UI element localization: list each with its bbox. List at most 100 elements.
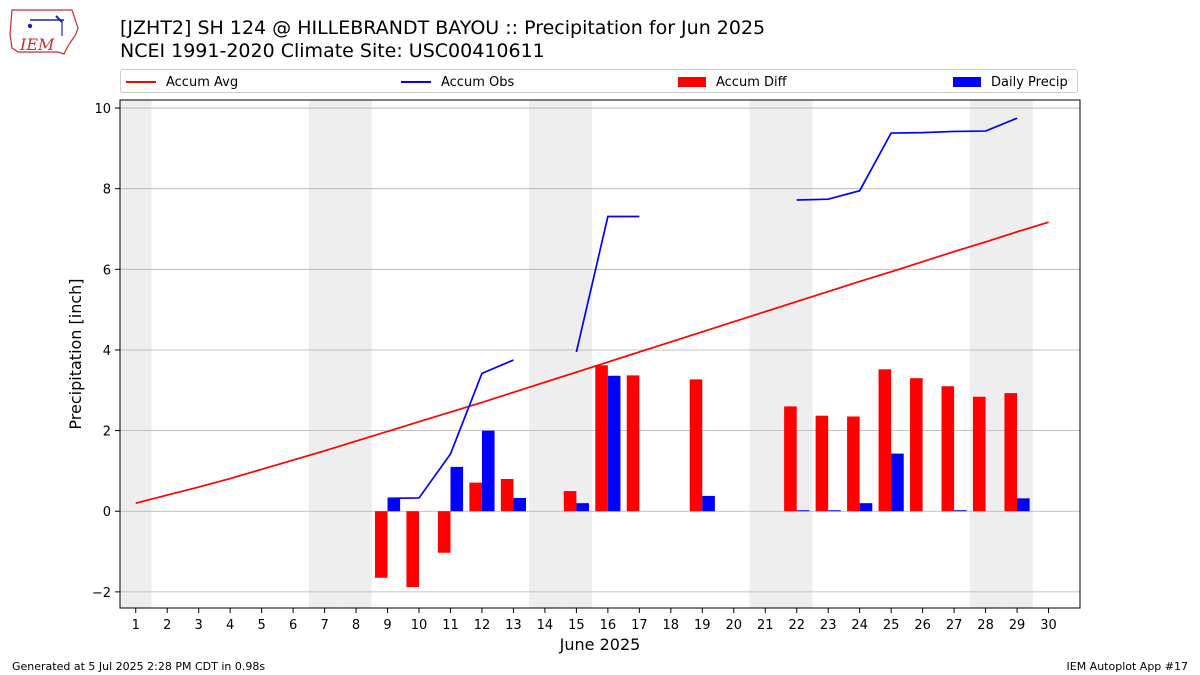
daily-precip-bar (954, 510, 967, 512)
accum-diff-bar (595, 365, 608, 512)
x-axis-label: June 2025 (559, 635, 641, 654)
legend-label-accum-avg: Accum Avg (166, 74, 239, 90)
x-tick-label: 1 (132, 618, 140, 633)
x-tick-label: 27 (946, 618, 963, 633)
legend-item-accum-avg: Accum Avg (126, 73, 238, 91)
x-tick-label: 25 (883, 618, 900, 633)
iem-logo: IEM (9, 9, 79, 55)
weekend-shade (308, 100, 341, 608)
x-tick-label: 7 (320, 618, 328, 633)
accum-diff-bar (626, 375, 640, 512)
accum-diff-bar (910, 378, 923, 512)
accum-diff-bar (689, 379, 703, 512)
x-tick-label: 22 (788, 618, 805, 633)
legend-label-daily-precip: Daily Precip (991, 74, 1068, 90)
weekend-shade (560, 100, 593, 608)
x-tick-label: 18 (663, 618, 680, 633)
weekend-shade (780, 100, 813, 608)
weekend-shade (120, 100, 152, 608)
legend-label-accum-obs: Accum Obs (441, 74, 515, 90)
legend-swatch-daily-precip (953, 77, 981, 87)
grid-lines (120, 107, 1080, 593)
x-tick-label: 26 (914, 618, 931, 633)
weekend-shade (969, 100, 1002, 608)
x-tick-label: 11 (442, 618, 459, 633)
weekend-shading (120, 100, 1033, 608)
daily-precip-bar (450, 466, 464, 512)
x-tick-label: 2 (163, 618, 171, 633)
accum-avg-line (135, 221, 1049, 504)
accum-diff-bar (469, 482, 482, 512)
x-tick-label: 9 (383, 618, 391, 633)
accum-obs-line (575, 215, 640, 353)
y-tick-label: 6 (103, 263, 111, 278)
x-tick-label: 30 (1040, 618, 1057, 633)
generated-timestamp: Generated at 5 Jul 2025 2:28 PM CDT in 0… (12, 660, 266, 673)
accum-diff-bar (972, 396, 986, 512)
legend-item-daily-precip: Daily Precip (953, 73, 1068, 91)
y-tick-label: 4 (103, 344, 111, 359)
weekend-shade (340, 100, 372, 608)
x-tick-label: 19 (694, 618, 711, 633)
daily-precip-bar (859, 503, 873, 512)
accum-diff-bar (847, 416, 860, 512)
x-tick-label: 13 (505, 618, 522, 633)
lines (135, 117, 1049, 504)
x-tick-label: 4 (226, 618, 234, 633)
accum-obs-line (387, 359, 514, 500)
legend-item-accum-diff: Accum Diff (678, 73, 787, 91)
y-tick-label: −2 (92, 586, 111, 601)
daily-precip-bar (607, 375, 621, 512)
weekend-shade (529, 100, 561, 608)
x-tick-label: 10 (411, 618, 428, 633)
accum-obs-line (796, 117, 1018, 201)
daily-precip-bar (891, 453, 904, 512)
logo-text: IEM (19, 35, 55, 54)
legend-swatch-accum-avg (126, 81, 156, 83)
x-tick-label: 14 (537, 618, 554, 633)
legend-item-accum-obs: Accum Obs (401, 73, 514, 91)
x-tick-label: 21 (757, 618, 774, 633)
iowa-outline-icon (9, 9, 79, 55)
daily-precip-bar (513, 497, 527, 512)
chart-subtitle: NCEI 1991-2020 Climate Site: USC00410611 (120, 40, 545, 62)
accum-diff-bar (406, 511, 420, 588)
chart-title: [JZHT2] SH 124 @ HILLEBRANDT BAYOU :: Pr… (120, 17, 766, 39)
legend-swatch-accum-diff (678, 77, 706, 87)
x-tick-label: 24 (851, 618, 868, 633)
bars (374, 365, 1030, 588)
x-tick-label: 3 (195, 618, 203, 633)
x-tick-label: 12 (474, 618, 491, 633)
x-tick-label: 29 (1009, 618, 1026, 633)
x-tick-label: 20 (725, 618, 742, 633)
weekend-shade (1001, 100, 1033, 608)
accum-diff-bar (437, 511, 451, 553)
x-tick-label: 16 (600, 618, 617, 633)
y-tick-label: 2 (103, 425, 111, 440)
x-tick-label: 28 (977, 618, 994, 633)
y-axis-label: Precipitation [inch] (66, 278, 85, 429)
y-tick-label: 0 (103, 505, 111, 520)
daily-precip-bar (387, 498, 401, 512)
x-tick-label: 15 (568, 618, 585, 633)
daily-precip-bar (1017, 498, 1030, 512)
x-tick-label: 8 (352, 618, 360, 633)
daily-precip-bar (702, 495, 715, 512)
accum-diff-bar (941, 386, 955, 512)
app-label: IEM Autoplot App #17 (1066, 660, 1189, 673)
plot-frame (119, 99, 1081, 609)
weekend-shade (749, 100, 781, 608)
legend-swatch-accum-obs (401, 81, 431, 83)
accum-diff-bar (563, 491, 577, 512)
daily-precip-bar (481, 430, 495, 512)
legend-label-accum-diff: Accum Diff (716, 74, 787, 90)
x-tick-label: 23 (820, 618, 837, 633)
x-tick-label: 6 (289, 618, 297, 633)
x-tick-label: 5 (257, 618, 265, 633)
accum-diff-bar (784, 406, 797, 512)
y-tick-label: 10 (94, 102, 111, 117)
daily-precip-bar (576, 503, 589, 512)
accum-diff-bar (878, 369, 892, 512)
accum-diff-bar (374, 511, 388, 578)
